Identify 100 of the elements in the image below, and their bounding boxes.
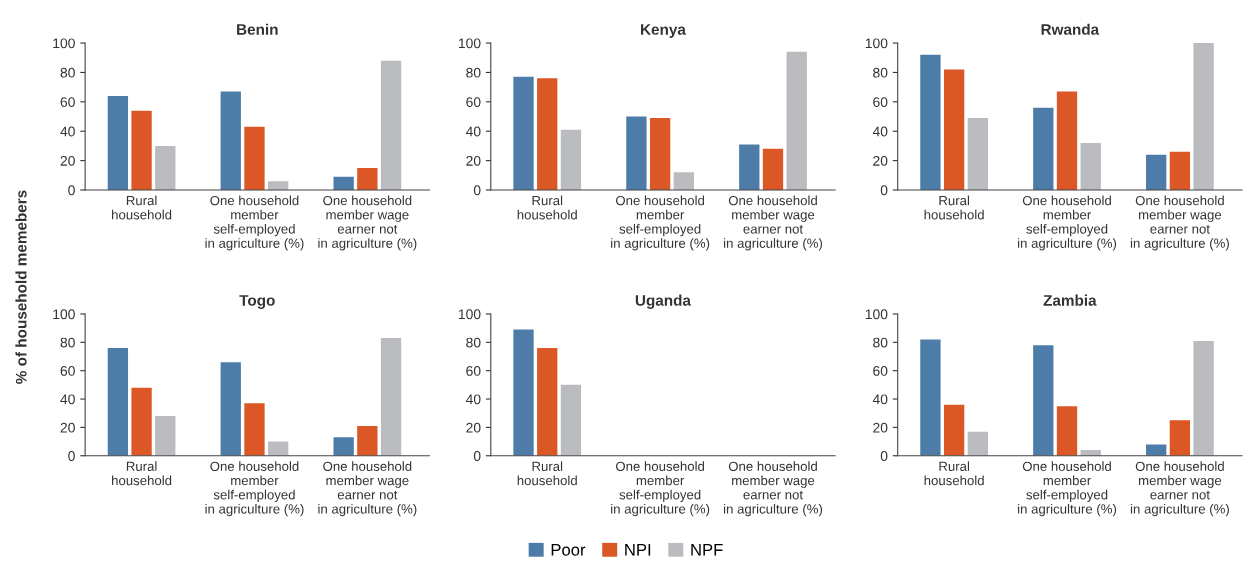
bar (1193, 340, 1214, 456)
legend-label: NPF (691, 544, 723, 556)
bar (131, 110, 152, 190)
x-tick-label: One household member wage earner not in agriculture (%) (1130, 195, 1229, 251)
y-tick-label: 80 (60, 67, 75, 78)
y-tick-label: 0 (880, 185, 888, 196)
y-tick-label: 100 (458, 38, 481, 49)
x-tick-label: Rural household (112, 461, 172, 486)
bar (1146, 444, 1167, 456)
x-tick-label: One household member self-employed in agriculture (%) (1018, 461, 1117, 517)
x-tick-label: One household member self-employed in agriculture (%) (611, 195, 710, 251)
x-tick-label: One household member wage earner not in agriculture (%) (724, 461, 823, 517)
y-tick-label: 40 (465, 394, 481, 405)
chart-title: Uganda (635, 294, 692, 309)
bar (1193, 43, 1214, 190)
y-tick-label: 60 (60, 97, 75, 107)
bar (1056, 406, 1078, 456)
bar (244, 403, 265, 456)
bar (786, 51, 807, 190)
y-tick-label: 20 (60, 422, 75, 433)
y-tick-label: 0 (68, 451, 75, 461)
y-tick-label: 40 (465, 126, 481, 137)
bar (107, 348, 129, 456)
bar (107, 95, 129, 190)
chart-title: Benin (237, 23, 278, 35)
y-tick-label: 40 (872, 394, 888, 405)
bar (131, 387, 152, 456)
bar (380, 338, 402, 456)
y-tick-label: 20 (466, 422, 481, 433)
bar (560, 129, 582, 190)
y-tick-label: 80 (466, 337, 481, 348)
x-tick-label: Rural household (924, 195, 984, 220)
y-tick-label: 60 (466, 366, 481, 376)
y-tick-label: 20 (873, 422, 888, 433)
bar (357, 167, 378, 190)
legend-label: NPI (625, 544, 651, 556)
y-tick-label: 0 (880, 451, 888, 461)
bar (155, 416, 176, 456)
x-tick-label: One household member wage earner not in agriculture (%) (318, 195, 417, 251)
x-tick-label: Rural household (924, 461, 984, 486)
bar (762, 148, 784, 190)
bar (649, 117, 671, 190)
y-tick-label: 80 (873, 67, 888, 78)
y-tick-label: 100 (865, 309, 888, 320)
x-tick-label: One household member self-employed in agriculture (%) (611, 461, 710, 517)
x-tick-label: One household member self-employed in agriculture (%) (205, 195, 304, 251)
y-tick-label: 80 (873, 337, 888, 348)
bar (268, 441, 289, 456)
legend-label: Poor (551, 544, 586, 556)
x-tick-label: Rural household (517, 461, 577, 486)
bar (920, 54, 941, 190)
bar (739, 144, 760, 190)
chart-title: Togo (239, 295, 275, 309)
bar (1056, 91, 1078, 190)
bar (220, 91, 241, 190)
x-tick-label: One household member wage earner not in agriculture (%) (318, 461, 417, 517)
y-tick-label: 40 (872, 126, 888, 137)
y-tick-label: 0 (473, 451, 481, 461)
bar (967, 431, 988, 456)
bar (155, 145, 176, 190)
bar (1033, 345, 1054, 456)
bar (333, 176, 354, 190)
bar (220, 362, 241, 456)
bar (1169, 151, 1191, 190)
bar (626, 116, 647, 190)
y-tick-label: 60 (873, 97, 888, 107)
x-tick-label: One household member self-employed in agriculture (%) (205, 461, 304, 517)
bar (357, 425, 378, 456)
y-tick-label: 100 (865, 38, 888, 49)
y-tick-label: 100 (53, 38, 75, 49)
bar (967, 117, 988, 190)
bar (1080, 142, 1101, 190)
y-tick-label: 0 (473, 185, 481, 196)
bar (244, 126, 265, 190)
bar (513, 76, 534, 190)
y-tick-label: 0 (68, 185, 75, 196)
bar (943, 404, 965, 456)
x-tick-label: One household member wage earner not in agriculture (%) (1130, 461, 1229, 517)
bar (1169, 420, 1191, 456)
x-tick-label: Rural household (517, 195, 577, 220)
y-tick-label: 80 (60, 337, 75, 348)
y-tick-label: 60 (60, 366, 75, 376)
y-axis-title: % of household memebers (15, 190, 27, 384)
bar (1146, 154, 1167, 190)
y-tick-label: 40 (60, 394, 75, 405)
y-tick-label: 100 (458, 309, 481, 320)
y-tick-label: 60 (873, 366, 888, 376)
chart-title: Zambia (1043, 294, 1097, 306)
y-tick-label: 20 (873, 155, 888, 166)
bar (1033, 107, 1054, 190)
bar (943, 69, 965, 190)
y-tick-label: 80 (466, 67, 481, 78)
chart-title: Rwanda (1041, 23, 1100, 35)
bar (537, 78, 558, 190)
bar (333, 437, 354, 456)
y-tick-label: 100 (53, 309, 75, 320)
x-tick-label: One household member self-employed in agriculture (%) (1018, 195, 1117, 251)
y-tick-label: 20 (466, 155, 481, 166)
y-tick-label: 60 (466, 97, 481, 107)
y-tick-label: 20 (60, 155, 75, 166)
